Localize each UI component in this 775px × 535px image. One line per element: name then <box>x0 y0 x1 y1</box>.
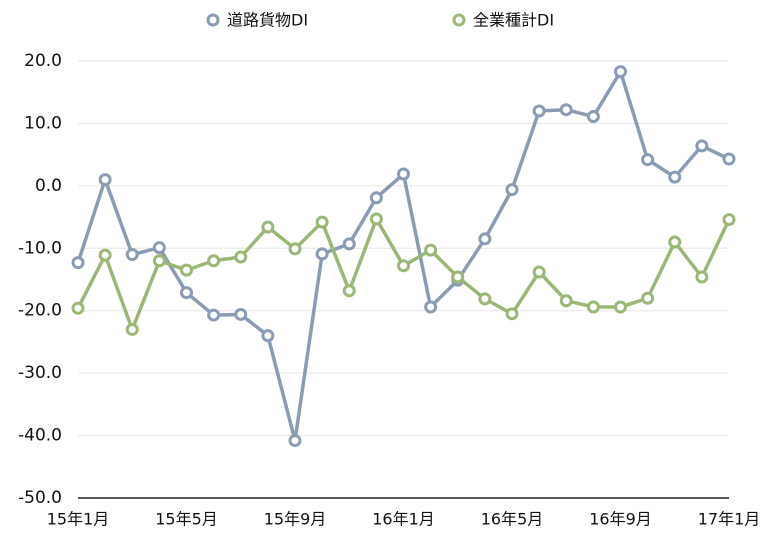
point <box>98 173 112 187</box>
point <box>478 232 492 246</box>
series-line <box>76 69 730 443</box>
point <box>586 110 600 124</box>
point <box>668 235 682 249</box>
point <box>641 153 655 167</box>
point <box>98 248 112 262</box>
point <box>342 284 356 298</box>
point <box>505 183 519 197</box>
legend-marker <box>452 13 466 27</box>
point <box>261 329 275 343</box>
point <box>288 434 302 448</box>
point <box>424 243 438 257</box>
x-tick-label: 15年5月 <box>155 510 218 529</box>
point <box>288 242 302 256</box>
point <box>668 170 682 184</box>
x-tick-label: 17年1月 <box>698 510 761 529</box>
point <box>369 191 383 205</box>
x-tick-label: 16年9月 <box>589 510 652 529</box>
point <box>180 286 193 300</box>
y-tick-label: -10.0 <box>18 238 62 258</box>
x-tick-label: 16年1月 <box>372 510 435 529</box>
point <box>559 103 573 117</box>
legend-marker <box>206 13 220 27</box>
point <box>261 220 275 234</box>
point <box>614 65 627 79</box>
point <box>207 308 221 322</box>
point <box>532 265 546 279</box>
y-tick-label: -20.0 <box>18 301 62 321</box>
y-tick-label: 20.0 <box>24 51 62 71</box>
point <box>125 322 139 336</box>
point <box>234 250 248 264</box>
point <box>152 254 166 268</box>
x-tick-label: 16年5月 <box>481 510 544 529</box>
y-tick-label: -30.0 <box>18 363 62 383</box>
point <box>369 212 383 226</box>
point <box>71 301 85 315</box>
point <box>478 292 492 306</box>
point <box>152 241 166 255</box>
legend-label: 道路貨物DI <box>227 11 308 30</box>
point <box>586 300 600 314</box>
point <box>559 294 573 308</box>
point <box>207 254 221 268</box>
point <box>397 167 410 181</box>
point <box>451 270 465 284</box>
point <box>424 300 438 314</box>
point <box>695 270 709 284</box>
legend-label: 全業種計DI <box>473 11 554 30</box>
point <box>722 213 736 227</box>
point <box>641 291 655 305</box>
y-tick-label: -50.0 <box>18 488 62 508</box>
x-tick-label: 15年9月 <box>264 510 327 529</box>
point <box>342 237 356 251</box>
point <box>125 248 139 262</box>
point <box>180 263 193 277</box>
point <box>532 104 546 118</box>
y-tick-label: 10.0 <box>24 113 62 133</box>
y-tick-label: -40.0 <box>18 426 62 446</box>
point <box>315 215 329 229</box>
point <box>397 259 410 273</box>
point <box>71 256 85 270</box>
point <box>505 307 519 321</box>
point <box>722 152 736 166</box>
point <box>695 139 709 153</box>
point <box>614 300 627 314</box>
y-tick-label: 0.0 <box>35 176 62 196</box>
point <box>234 307 248 321</box>
x-tick-label: 15年1月 <box>47 510 110 529</box>
point <box>315 247 329 261</box>
